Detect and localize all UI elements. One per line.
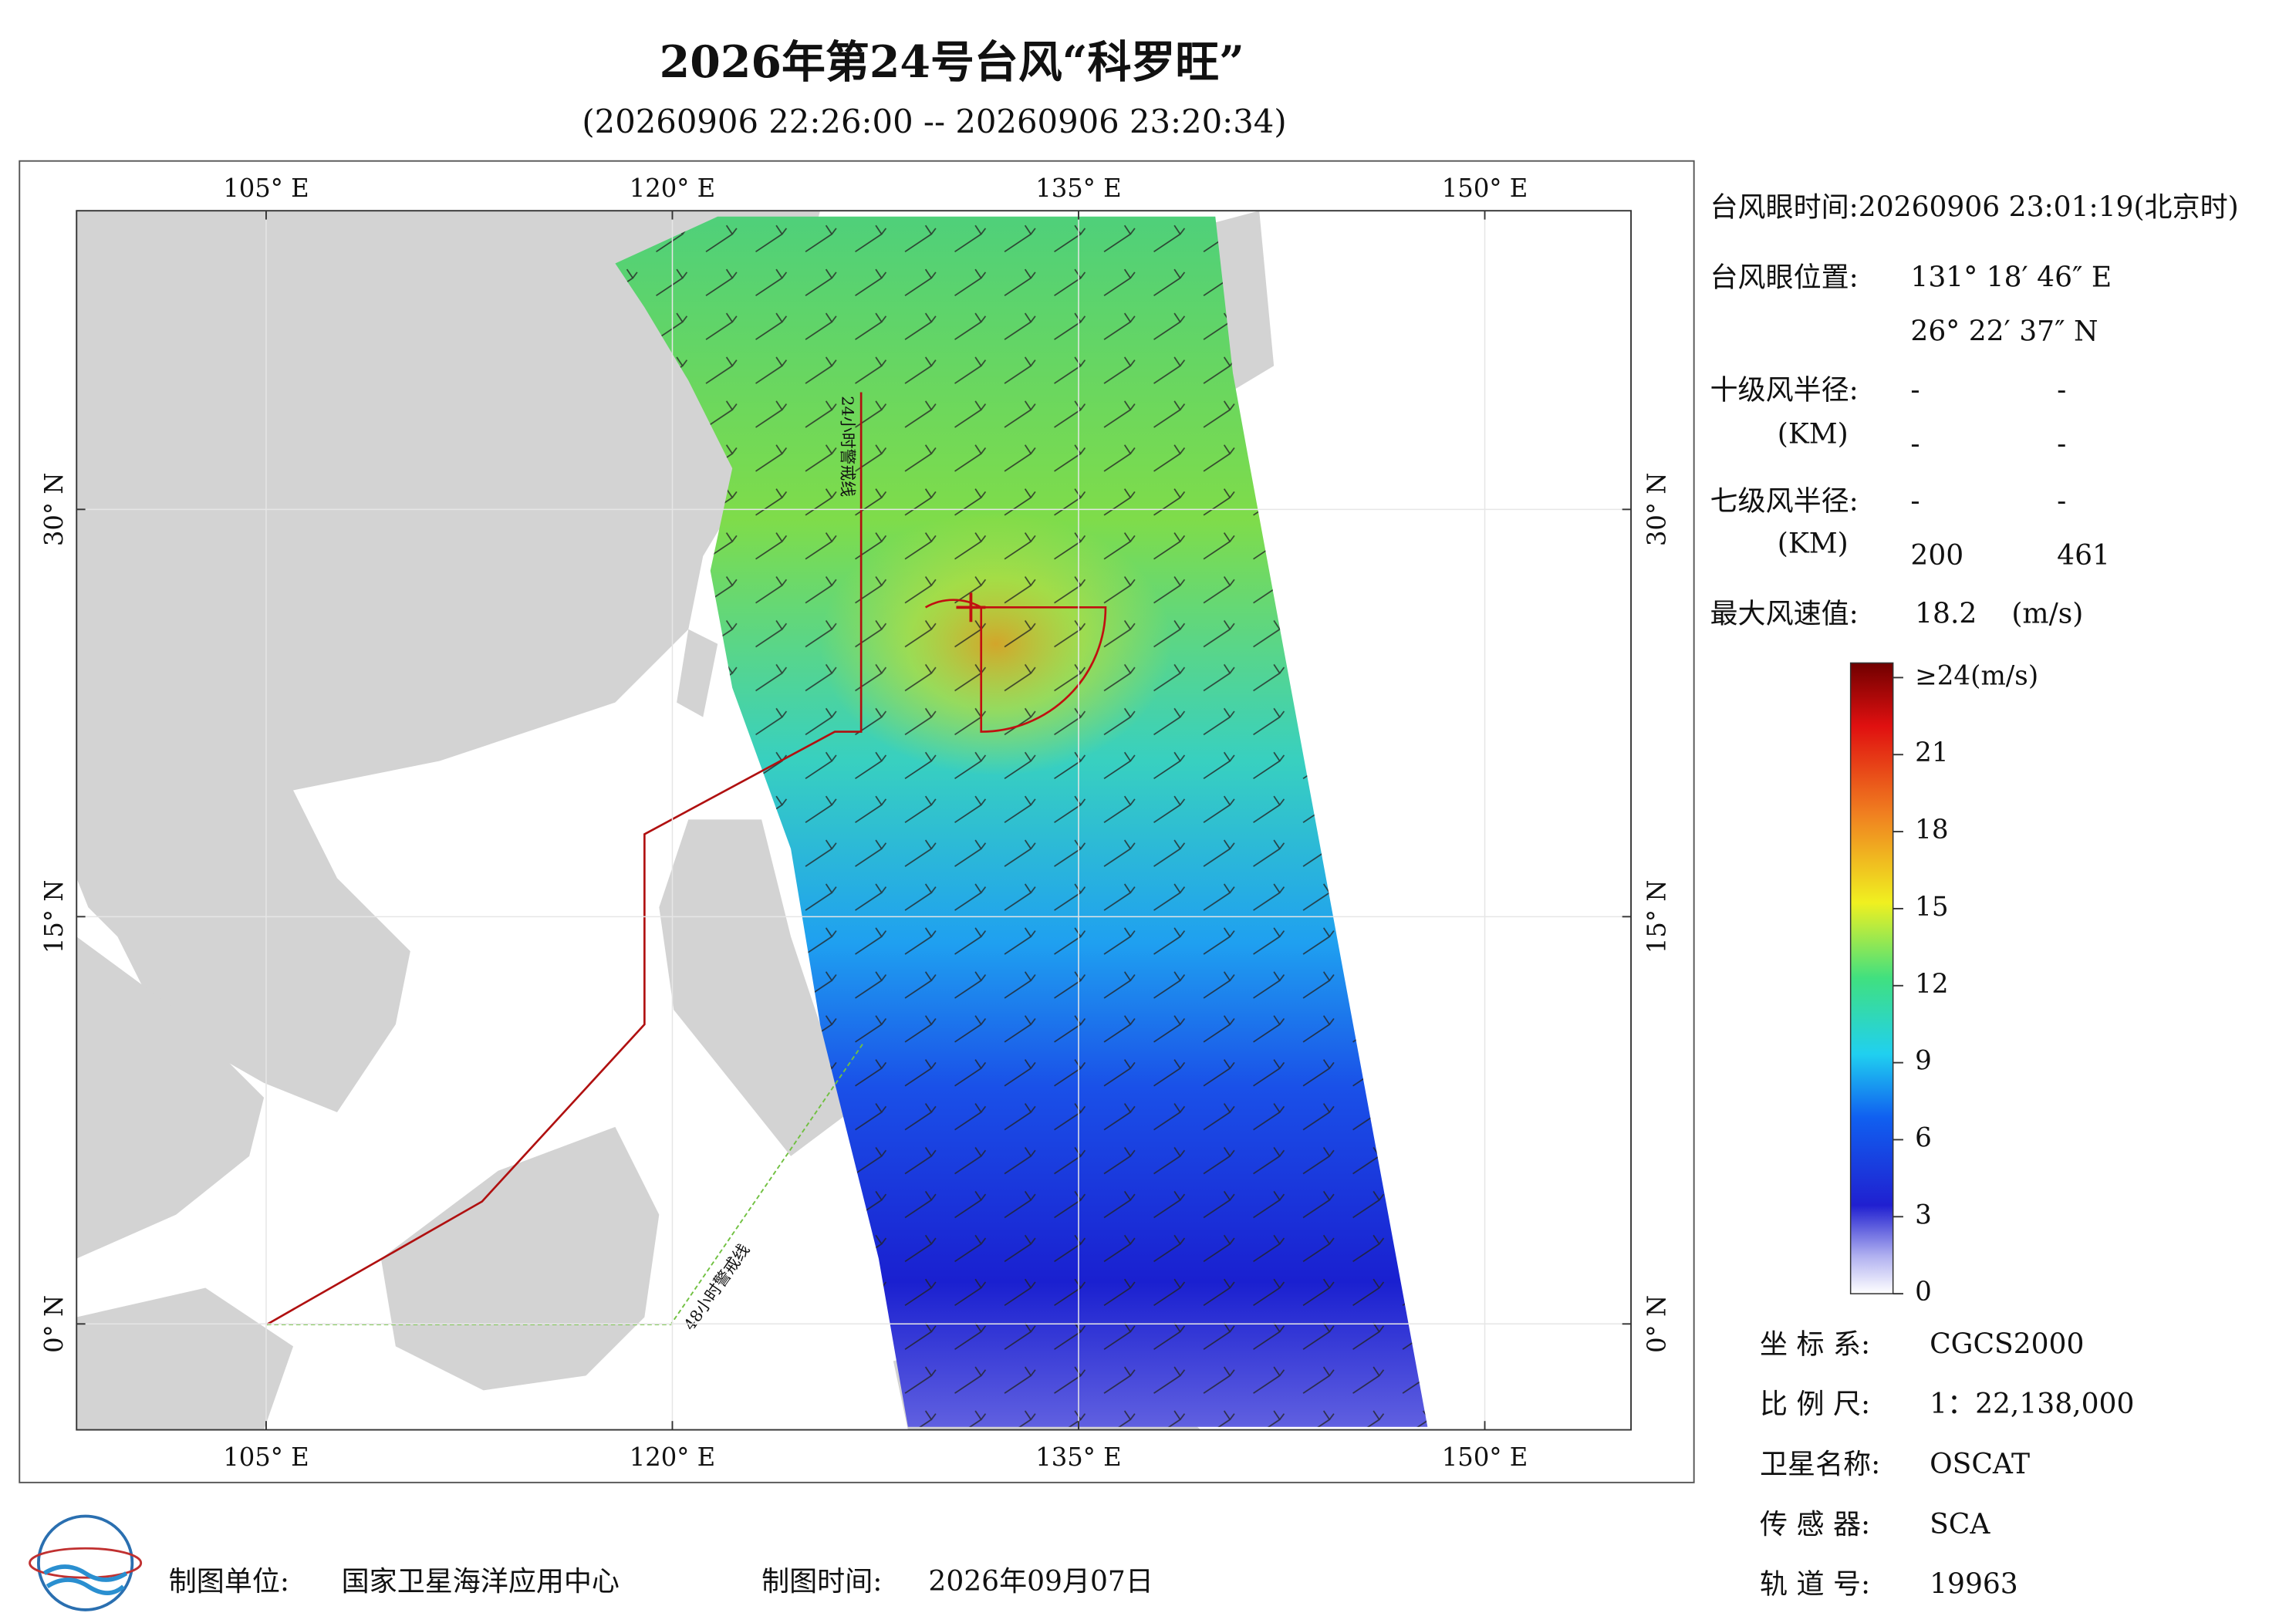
- max-wind-unit: (m/s): [2011, 599, 2083, 630]
- logo: [29, 1514, 143, 1611]
- colorbar-label: ≥24(m/s): [1915, 660, 2038, 691]
- meta-label: 坐 标 系:: [1760, 1328, 1870, 1360]
- max-wind-label: 最大风速值:: [1710, 599, 1859, 630]
- footer-time: 2026年09月07日: [928, 1566, 1153, 1598]
- title: 2026年第24号台风“科罗旺”: [660, 37, 1244, 88]
- footer-unit: 国家卫星海洋应用中心: [342, 1566, 620, 1598]
- lon-tick-label: 105° E: [223, 174, 309, 203]
- colorbar-label: 18: [1915, 815, 1948, 845]
- meta-value: OSCAT: [1930, 1449, 2030, 1480]
- colorbar-label: 21: [1915, 737, 1948, 768]
- land-philippines: [659, 819, 849, 1156]
- meta-label: 比 例 尺:: [1760, 1388, 1870, 1420]
- r7-label: 七级风半径:: [1710, 486, 1859, 518]
- colorbar-label: 0: [1915, 1277, 1932, 1308]
- lon-tick-label: 105° E: [223, 1442, 309, 1472]
- colorbar-label: 9: [1915, 1046, 1932, 1077]
- annotation-24h: 24小时警戒线: [839, 396, 857, 497]
- colorbar: 0 3 6 9 12 15 18 21 ≥24(m/s): [1849, 660, 2038, 1308]
- eye-lon: 131° 18′ 46″ E: [1910, 262, 2112, 293]
- lon-tick-label: 150° E: [1442, 1442, 1528, 1472]
- colorbar-label: 3: [1915, 1200, 1932, 1230]
- lon-tick-label: 135° E: [1035, 174, 1121, 203]
- meta-label: 卫星名称:: [1760, 1449, 1880, 1480]
- colorbar-scale: [1849, 662, 1894, 1294]
- meta-value: SCA: [1930, 1509, 1990, 1540]
- r7-value: 200: [1910, 540, 1963, 572]
- lon-tick-label: 150° E: [1442, 174, 1528, 203]
- r10-unit: (KM): [1778, 418, 1849, 450]
- lat-tick-label: 0° N: [39, 1295, 69, 1353]
- r7-unit: (KM): [1778, 528, 1849, 560]
- meta-label: 轨 道 号:: [1760, 1569, 1870, 1601]
- r7-value: -: [1910, 486, 1920, 518]
- wind-barbs: [615, 216, 1428, 1427]
- land-taiwan: [677, 629, 718, 717]
- r10-value: -: [1910, 374, 1920, 406]
- r10-label: 十级风半径:: [1710, 374, 1859, 406]
- lon-tick-label: 135° E: [1035, 1442, 1121, 1472]
- map-border: [76, 210, 1633, 1431]
- lat-tick-label: 15° N: [39, 880, 69, 954]
- typhoon-eye: [956, 592, 986, 623]
- meta-panel: 坐 标 系: CGCS2000 比 例 尺: 1：22,138,000 卫星名称: OSC…: [1760, 1328, 2134, 1600]
- max-wind: 18.2: [1915, 599, 1977, 630]
- r10-value: -: [1910, 429, 1920, 461]
- map-body: 24小时警戒线 48小时警戒线: [76, 211, 1632, 1430]
- land-mainland: [76, 211, 821, 1112]
- r7-value: 461: [2057, 540, 2110, 572]
- lat-tick-label: 30° N: [39, 473, 69, 547]
- lon-tick-label: 120° E: [630, 1442, 715, 1472]
- lat-tick-label: 30° N: [1643, 473, 1672, 547]
- footer: 制图单位: 国家卫星海洋应用中心 制图时间: 2026年09月07日: [29, 1514, 1153, 1611]
- land-peninsula: [76, 936, 265, 1259]
- eye-lat: 26° 22′ 37″ N: [1910, 316, 2098, 348]
- info-panel: 台风眼时间:20260906 23:01:19(北京时) 台风眼位置: 131°…: [1710, 191, 2239, 629]
- colorbar-label: 15: [1915, 892, 1948, 923]
- lat-tick-label: 15° N: [1643, 880, 1672, 954]
- footer-unit-label: 制图单位:: [169, 1566, 289, 1598]
- eye-time: 台风眼时间:20260906 23:01:19(北京时): [1710, 191, 2239, 223]
- subtitle: (20260906 22:26:00 -- 20260906 23:20:34): [582, 103, 1286, 140]
- r7-value: -: [2057, 486, 2066, 518]
- colorbar-label: 12: [1915, 969, 1948, 1000]
- map-axes: 105° E 105° E 120° E 120° E 135° E 135° E 150°…: [39, 174, 1671, 1472]
- footer-time-label: 制图时间:: [761, 1566, 882, 1598]
- eye-position-label: 台风眼位置:: [1710, 262, 1859, 293]
- r10-value: -: [2057, 429, 2066, 461]
- meta-value: 1：22,138,000: [1930, 1388, 2134, 1420]
- r10-value: -: [2057, 374, 2066, 406]
- wind-radius: [924, 599, 1107, 733]
- colorbar-label: 6: [1915, 1122, 1932, 1153]
- warning-line-24h: [266, 392, 863, 1326]
- meta-label: 传 感 器:: [1760, 1509, 1870, 1540]
- map-frame: [19, 160, 1695, 1483]
- meta-value: CGCS2000: [1930, 1328, 2084, 1360]
- meta-value: 19963: [1930, 1569, 2018, 1601]
- lat-tick-label: 0° N: [1643, 1295, 1672, 1353]
- lon-tick-label: 120° E: [630, 174, 715, 203]
